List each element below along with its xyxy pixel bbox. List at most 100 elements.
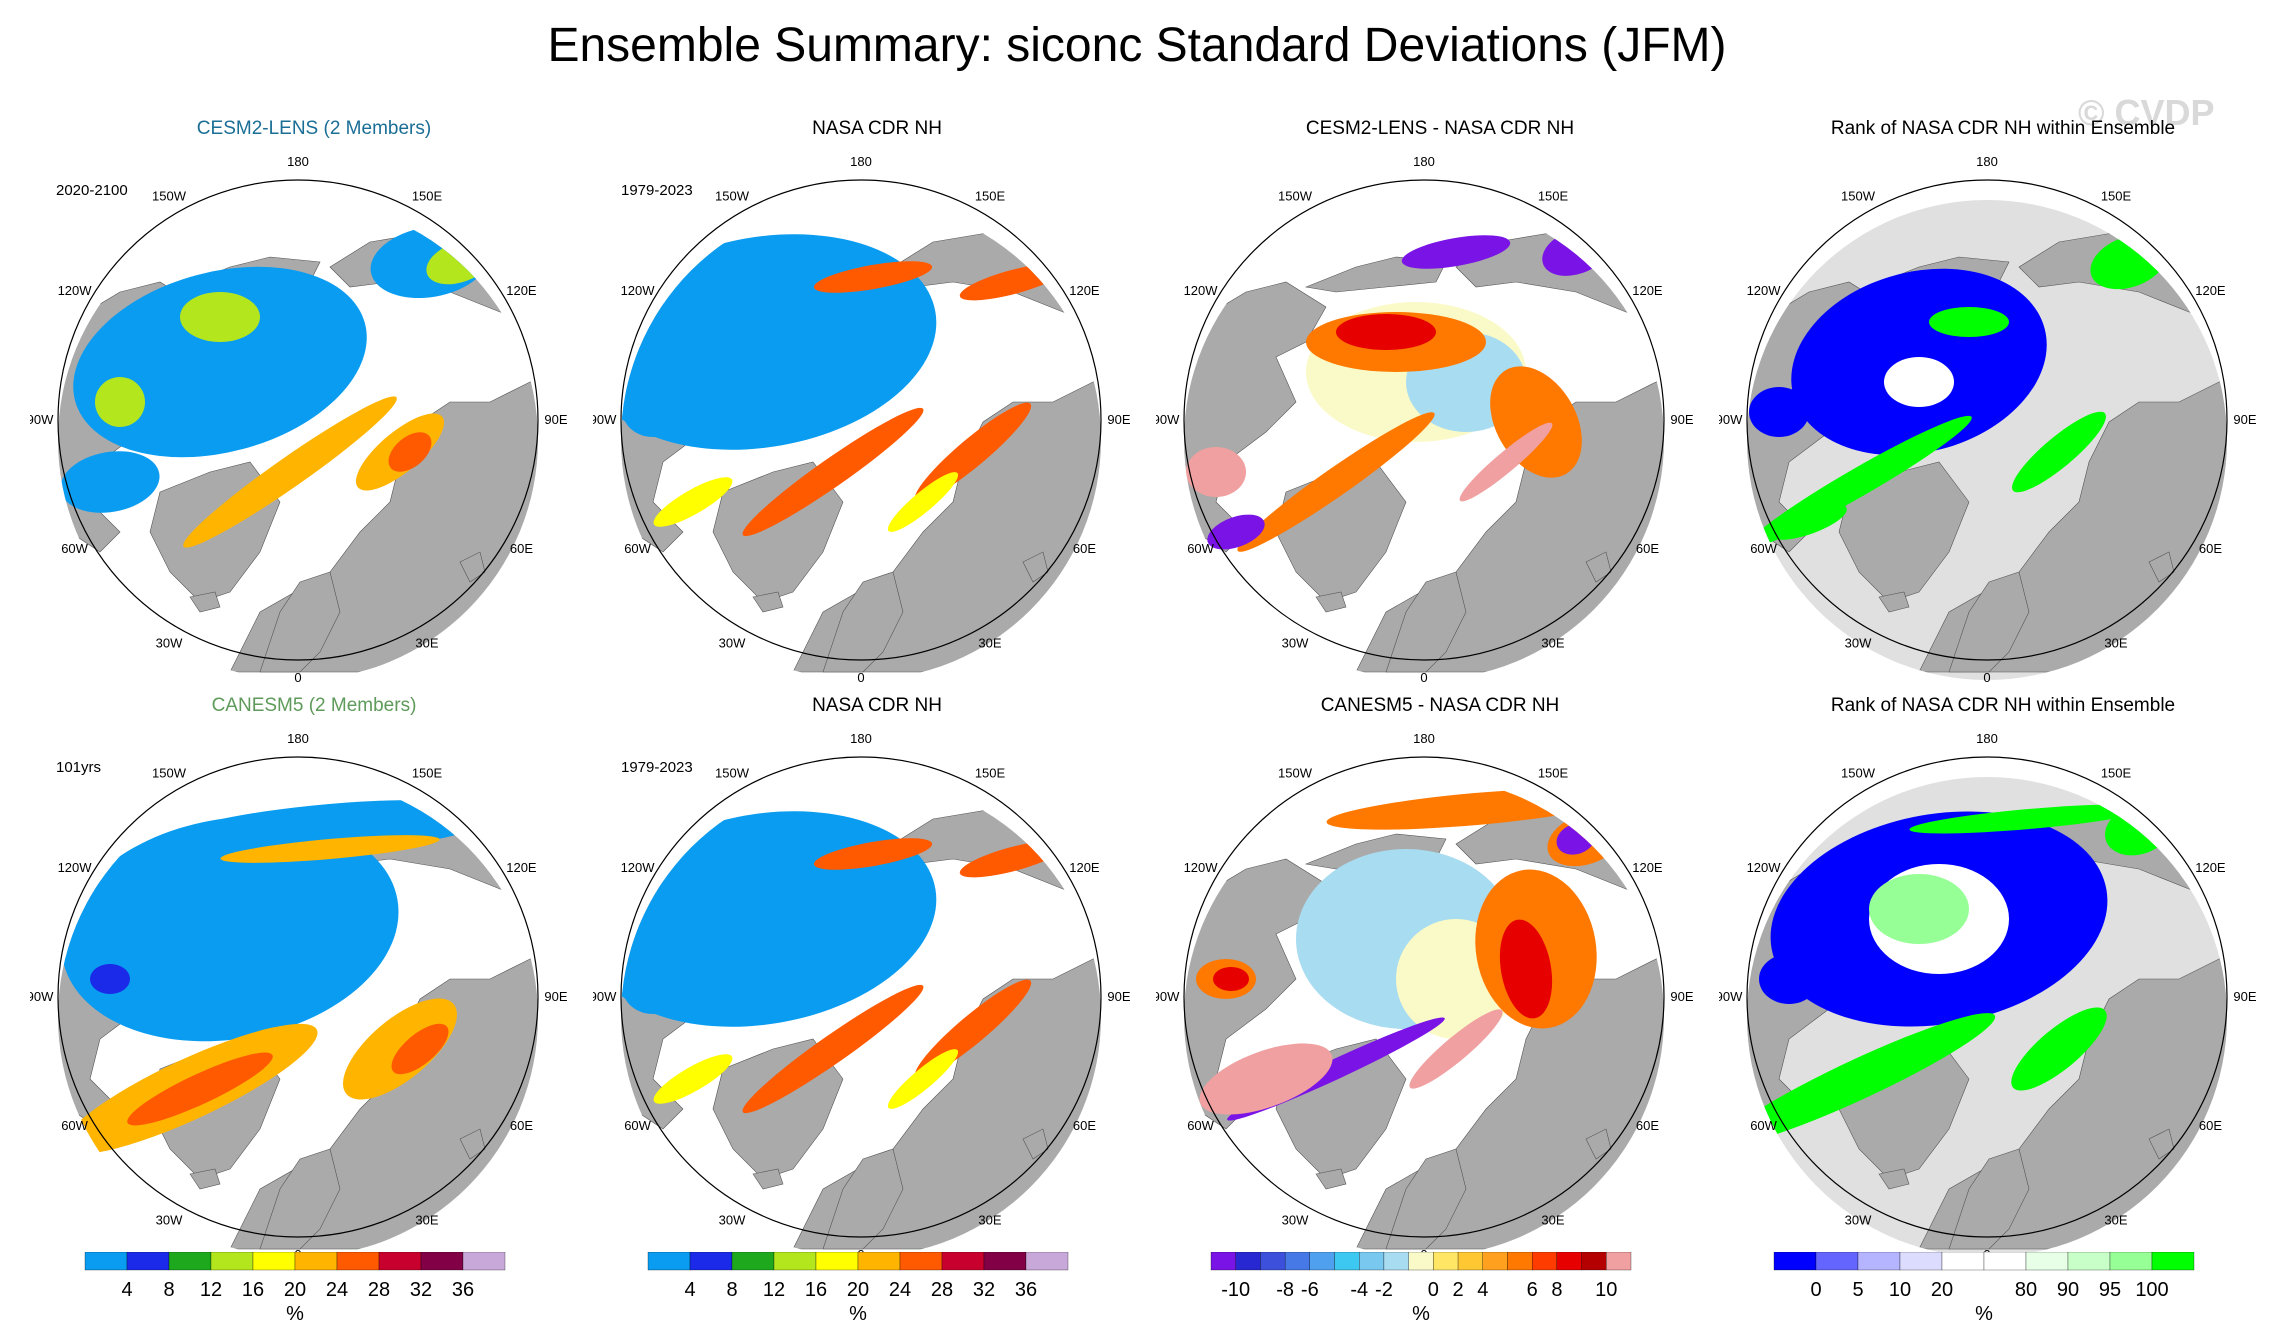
- longitude-label: 90E: [2233, 989, 2256, 1004]
- longitude-label: 150E: [975, 766, 1006, 781]
- ice-field: [1909, 804, 2149, 834]
- colorbar-tick-label: 20: [284, 1279, 306, 1301]
- colorbar: 0 5 10 20 80 90 95 100%: [1773, 1252, 2195, 1325]
- ice-field: [1759, 954, 1819, 1004]
- colorbar-tick-label: 20: [847, 1279, 869, 1301]
- ice-field: [1929, 307, 2009, 337]
- ice-field: [73, 266, 367, 458]
- colorbar-swatch: [1383, 1252, 1409, 1271]
- colorbar-swatch: [689, 1252, 733, 1271]
- land-mass: [1838, 461, 1970, 603]
- longitude-label: 90W: [1719, 989, 1743, 1004]
- land-mass: [259, 571, 341, 673]
- ice-field: [127, 1052, 273, 1126]
- longitude-label: 150W: [715, 189, 750, 204]
- land-mass: [1022, 551, 1049, 583]
- longitude-label: 120W: [58, 283, 93, 298]
- longitude-label: 60W: [61, 1118, 88, 1133]
- polar-map: 180 150E 120E 90E 60E 30E 0 30W 60W 90W 120W 150W: [1156, 154, 1694, 685]
- longitude-label: 120E: [506, 283, 537, 298]
- colorbar-tick-label: 90: [2057, 1279, 2079, 1301]
- colorbar-tick-label: 4: [684, 1279, 695, 1301]
- land-mass: [189, 1168, 221, 1190]
- colorbar-swatch: [1556, 1252, 1582, 1271]
- map-panel: CANESM5 (2 Members) 101yrs 180 150E 120E 90E 6…: [30, 695, 598, 1275]
- longitude-label: 180: [287, 731, 309, 746]
- colorbar-tick-label: 4: [121, 1279, 132, 1301]
- land-mass: [1585, 1128, 1612, 1160]
- colorbar-swatch: [210, 1252, 254, 1271]
- colorbar-tick-label: 80: [2015, 1279, 2037, 1301]
- colorbar: -10 -8 -6 -4 -2 0 2 4 6 8 10%: [1210, 1252, 1632, 1325]
- colorbar-tick-label: 16: [805, 1279, 827, 1301]
- longitude-label: 180: [1413, 154, 1435, 169]
- ice-field: [90, 964, 130, 994]
- longitude-label: 30E: [415, 1212, 438, 1227]
- land-mass: [2148, 551, 2175, 583]
- colorbar-swatch: [252, 1252, 296, 1271]
- colorbar-swatch: [899, 1252, 943, 1271]
- colorbar-tick-label: 28: [368, 1279, 390, 1301]
- longitude-label: 30E: [1541, 1212, 1564, 1227]
- longitude-label: 90E: [1107, 412, 1130, 427]
- longitude-label: 120E: [1632, 860, 1663, 875]
- longitude-label: 30W: [156, 635, 183, 650]
- panel-title: Rank of NASA CDR NH within Ensemble: [1830, 118, 2176, 139]
- ice-field: [2012, 411, 2106, 493]
- longitude-label: 30E: [978, 1212, 1001, 1227]
- ice-field: [1499, 919, 1553, 1019]
- longitude-label: 90E: [1670, 989, 1693, 1004]
- map-panel: CESM2-LENS (2 Members) 2020-2100 180 150E 12…: [30, 118, 598, 698]
- colorbar-tick-label: 32: [410, 1279, 432, 1301]
- land-mass: [189, 591, 221, 613]
- colorbar-tick-label: 10: [1595, 1279, 1617, 1301]
- longitude-label: 60E: [2199, 541, 2222, 556]
- longitude-label: 120W: [621, 283, 656, 298]
- ice-field: [1237, 412, 1435, 552]
- panel-title: CANESM5 - NASA CDR NH: [1320, 695, 1560, 716]
- longitude-label: 120E: [2195, 860, 2226, 875]
- colorbar-swatch: [1532, 1252, 1558, 1271]
- colorbar-swatch: [731, 1252, 775, 1271]
- longitude-label: 150W: [1841, 766, 1876, 781]
- colorbar-tick-label: 8: [163, 1279, 174, 1301]
- longitude-label: 180: [1976, 154, 1998, 169]
- colorbar-tick-label: 8: [1551, 1279, 1562, 1301]
- longitude-label: 30W: [1282, 635, 1309, 650]
- longitude-label: 150E: [1538, 766, 1569, 781]
- longitude-label: 30E: [2104, 1212, 2127, 1227]
- colorbar-swatch: [378, 1252, 422, 1271]
- ice-field: [742, 407, 924, 537]
- longitude-label: 150W: [1278, 189, 1313, 204]
- colorbar-swatch: [815, 1252, 859, 1271]
- panel-title: NASA CDR NH: [812, 695, 942, 716]
- colorbar-tick-label: 24: [326, 1279, 348, 1301]
- ice-field: [1884, 357, 1954, 407]
- longitude-label: 120W: [58, 860, 93, 875]
- longitude-label: 30W: [156, 1212, 183, 1227]
- ice-field: [388, 432, 432, 472]
- longitude-label: 180: [850, 154, 872, 169]
- colorbar-tick-label: 95: [2099, 1279, 2121, 1301]
- ice-field: [1207, 514, 1265, 550]
- land-mass: [1385, 1148, 1467, 1250]
- colorbar-tick-label: 24: [889, 1279, 911, 1301]
- longitude-label: 90E: [544, 989, 567, 1004]
- longitude-label: 150W: [1278, 766, 1313, 781]
- colorbar-tick-label: 5: [1852, 1279, 1863, 1301]
- colorbar-swatch: [1334, 1252, 1360, 1271]
- longitude-label: 60W: [1187, 541, 1214, 556]
- longitude-label: 60E: [1636, 1118, 1659, 1133]
- longitude-label: 150W: [152, 189, 187, 204]
- colorbar-swatch: [941, 1252, 985, 1271]
- colorbar-swatch: [1606, 1252, 1632, 1271]
- longitude-label: 90W: [1156, 989, 1180, 1004]
- ice-field: [653, 1054, 733, 1104]
- longitude-label: 60E: [1636, 541, 1659, 556]
- panel-title: CESM2-LENS (2 Members): [196, 118, 432, 139]
- longitude-label: 120E: [1632, 283, 1663, 298]
- longitude-label: 30E: [415, 635, 438, 650]
- map-panel: NASA CDR NH 1979-2023 180 150E 120E 90E 60E 30E…: [593, 118, 1161, 698]
- longitude-label: 90W: [30, 989, 54, 1004]
- ice-field: [60, 451, 160, 513]
